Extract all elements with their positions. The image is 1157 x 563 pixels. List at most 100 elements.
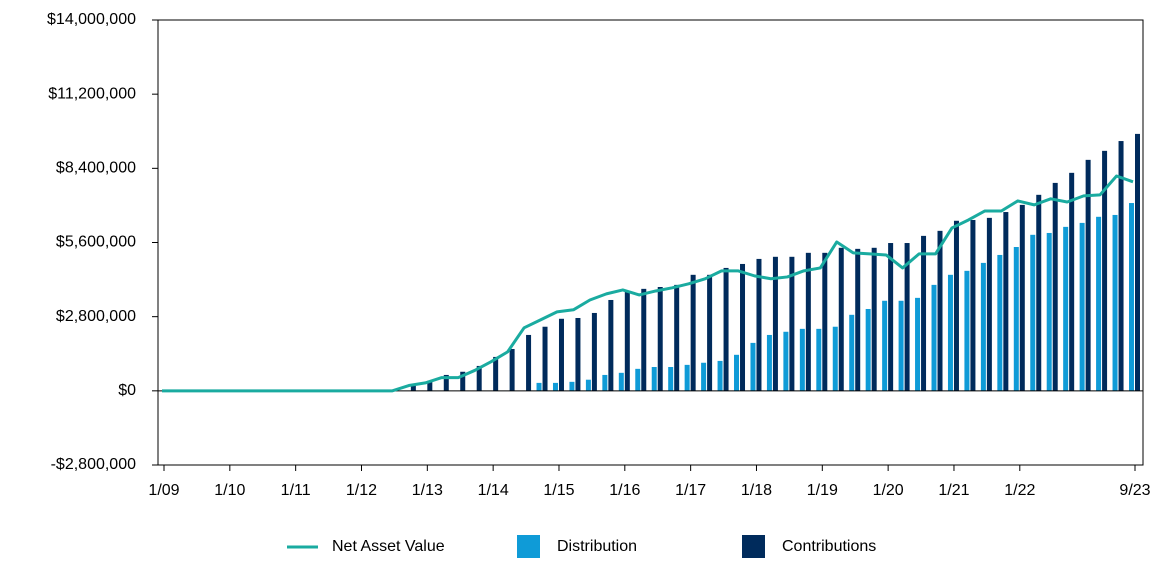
bar — [591, 312, 597, 391]
bar — [575, 317, 581, 391]
bar — [871, 247, 877, 391]
bar — [766, 334, 772, 391]
bar — [1079, 222, 1085, 391]
x-tick-label: 1/15 — [543, 482, 574, 499]
bar — [986, 217, 992, 391]
bar — [921, 235, 927, 391]
bar — [915, 297, 921, 391]
bar — [1135, 133, 1140, 391]
bar — [855, 248, 861, 391]
bar — [783, 331, 789, 391]
bar — [756, 258, 762, 391]
bar — [410, 384, 416, 391]
bar — [1013, 247, 1019, 391]
bar — [849, 314, 855, 391]
bar — [1112, 214, 1118, 391]
bar — [542, 326, 548, 391]
bar — [1118, 141, 1124, 391]
bar — [772, 256, 778, 391]
bar — [805, 252, 811, 391]
plot-frame — [157, 19, 1144, 466]
bar — [822, 252, 828, 391]
bar — [668, 366, 674, 391]
x-tick-label: 1/17 — [675, 482, 706, 499]
bar — [947, 274, 953, 391]
bar — [1085, 159, 1091, 391]
bar — [651, 366, 657, 391]
legend-label: Net Asset Value — [332, 538, 445, 555]
bar — [608, 299, 614, 391]
bar — [904, 243, 910, 391]
y-tick-label: -$2,800,000 — [51, 456, 137, 473]
bar — [460, 371, 466, 391]
bar — [690, 274, 696, 391]
bar — [618, 372, 624, 391]
bar — [1129, 203, 1134, 391]
bar — [740, 263, 746, 391]
x-tick-label: 1/10 — [214, 482, 245, 499]
bar — [1003, 212, 1009, 391]
legend-swatch — [742, 535, 765, 558]
bar — [1030, 234, 1036, 391]
bar — [602, 374, 608, 391]
x-tick-label: 1/21 — [938, 482, 969, 499]
x-tick-label: 1/19 — [807, 482, 838, 499]
bar — [838, 247, 844, 391]
bar — [684, 364, 690, 391]
y-tick-label: $2,800,000 — [56, 308, 136, 325]
bar — [536, 382, 542, 391]
x-tick-label: 1/22 — [1004, 482, 1035, 499]
legend-label: Contributions — [782, 538, 876, 555]
bar — [898, 300, 904, 391]
bar — [1052, 182, 1058, 391]
x-tick-label: 1/18 — [741, 482, 772, 499]
bar — [674, 284, 680, 391]
bar — [937, 230, 943, 391]
bar — [799, 328, 805, 391]
bar — [641, 288, 647, 391]
bar — [558, 318, 564, 391]
bar — [443, 374, 449, 391]
legend-label: Distribution — [557, 538, 637, 555]
x-tick-label: 1/16 — [609, 482, 640, 499]
bar — [970, 219, 976, 391]
bar — [657, 287, 663, 391]
x-tick-label: 1/14 — [478, 482, 509, 499]
bar — [789, 256, 795, 391]
nav-line — [162, 174, 1134, 393]
bar — [427, 380, 433, 391]
y-tick-label: $14,000,000 — [47, 11, 136, 28]
bar — [509, 348, 515, 391]
bar — [552, 382, 558, 391]
bar — [1063, 226, 1069, 391]
bar — [493, 356, 499, 391]
y-tick-label: $0 — [118, 382, 136, 399]
bar — [569, 381, 575, 391]
bar — [526, 334, 532, 391]
legend-swatch — [517, 535, 540, 558]
bar — [624, 291, 630, 391]
y-tick-label: $5,600,000 — [56, 234, 136, 251]
bar — [1036, 194, 1042, 391]
bar — [832, 326, 838, 391]
bar — [1046, 232, 1052, 391]
bar — [635, 368, 641, 391]
bar — [1096, 216, 1102, 391]
bar — [1019, 204, 1025, 391]
x-tick-label: 1/11 — [281, 482, 311, 499]
bar — [888, 243, 894, 391]
bar — [734, 354, 740, 391]
bar — [882, 300, 888, 391]
bar — [1069, 172, 1075, 391]
x-tick-label: 1/13 — [412, 482, 443, 499]
x-tick-label: 1/12 — [346, 482, 377, 499]
bar — [750, 342, 756, 391]
bar — [980, 262, 986, 391]
x-tick-label: 1/20 — [873, 482, 904, 499]
bar — [931, 284, 937, 391]
bar — [585, 379, 591, 391]
bar — [865, 308, 871, 391]
bar — [1102, 150, 1108, 391]
